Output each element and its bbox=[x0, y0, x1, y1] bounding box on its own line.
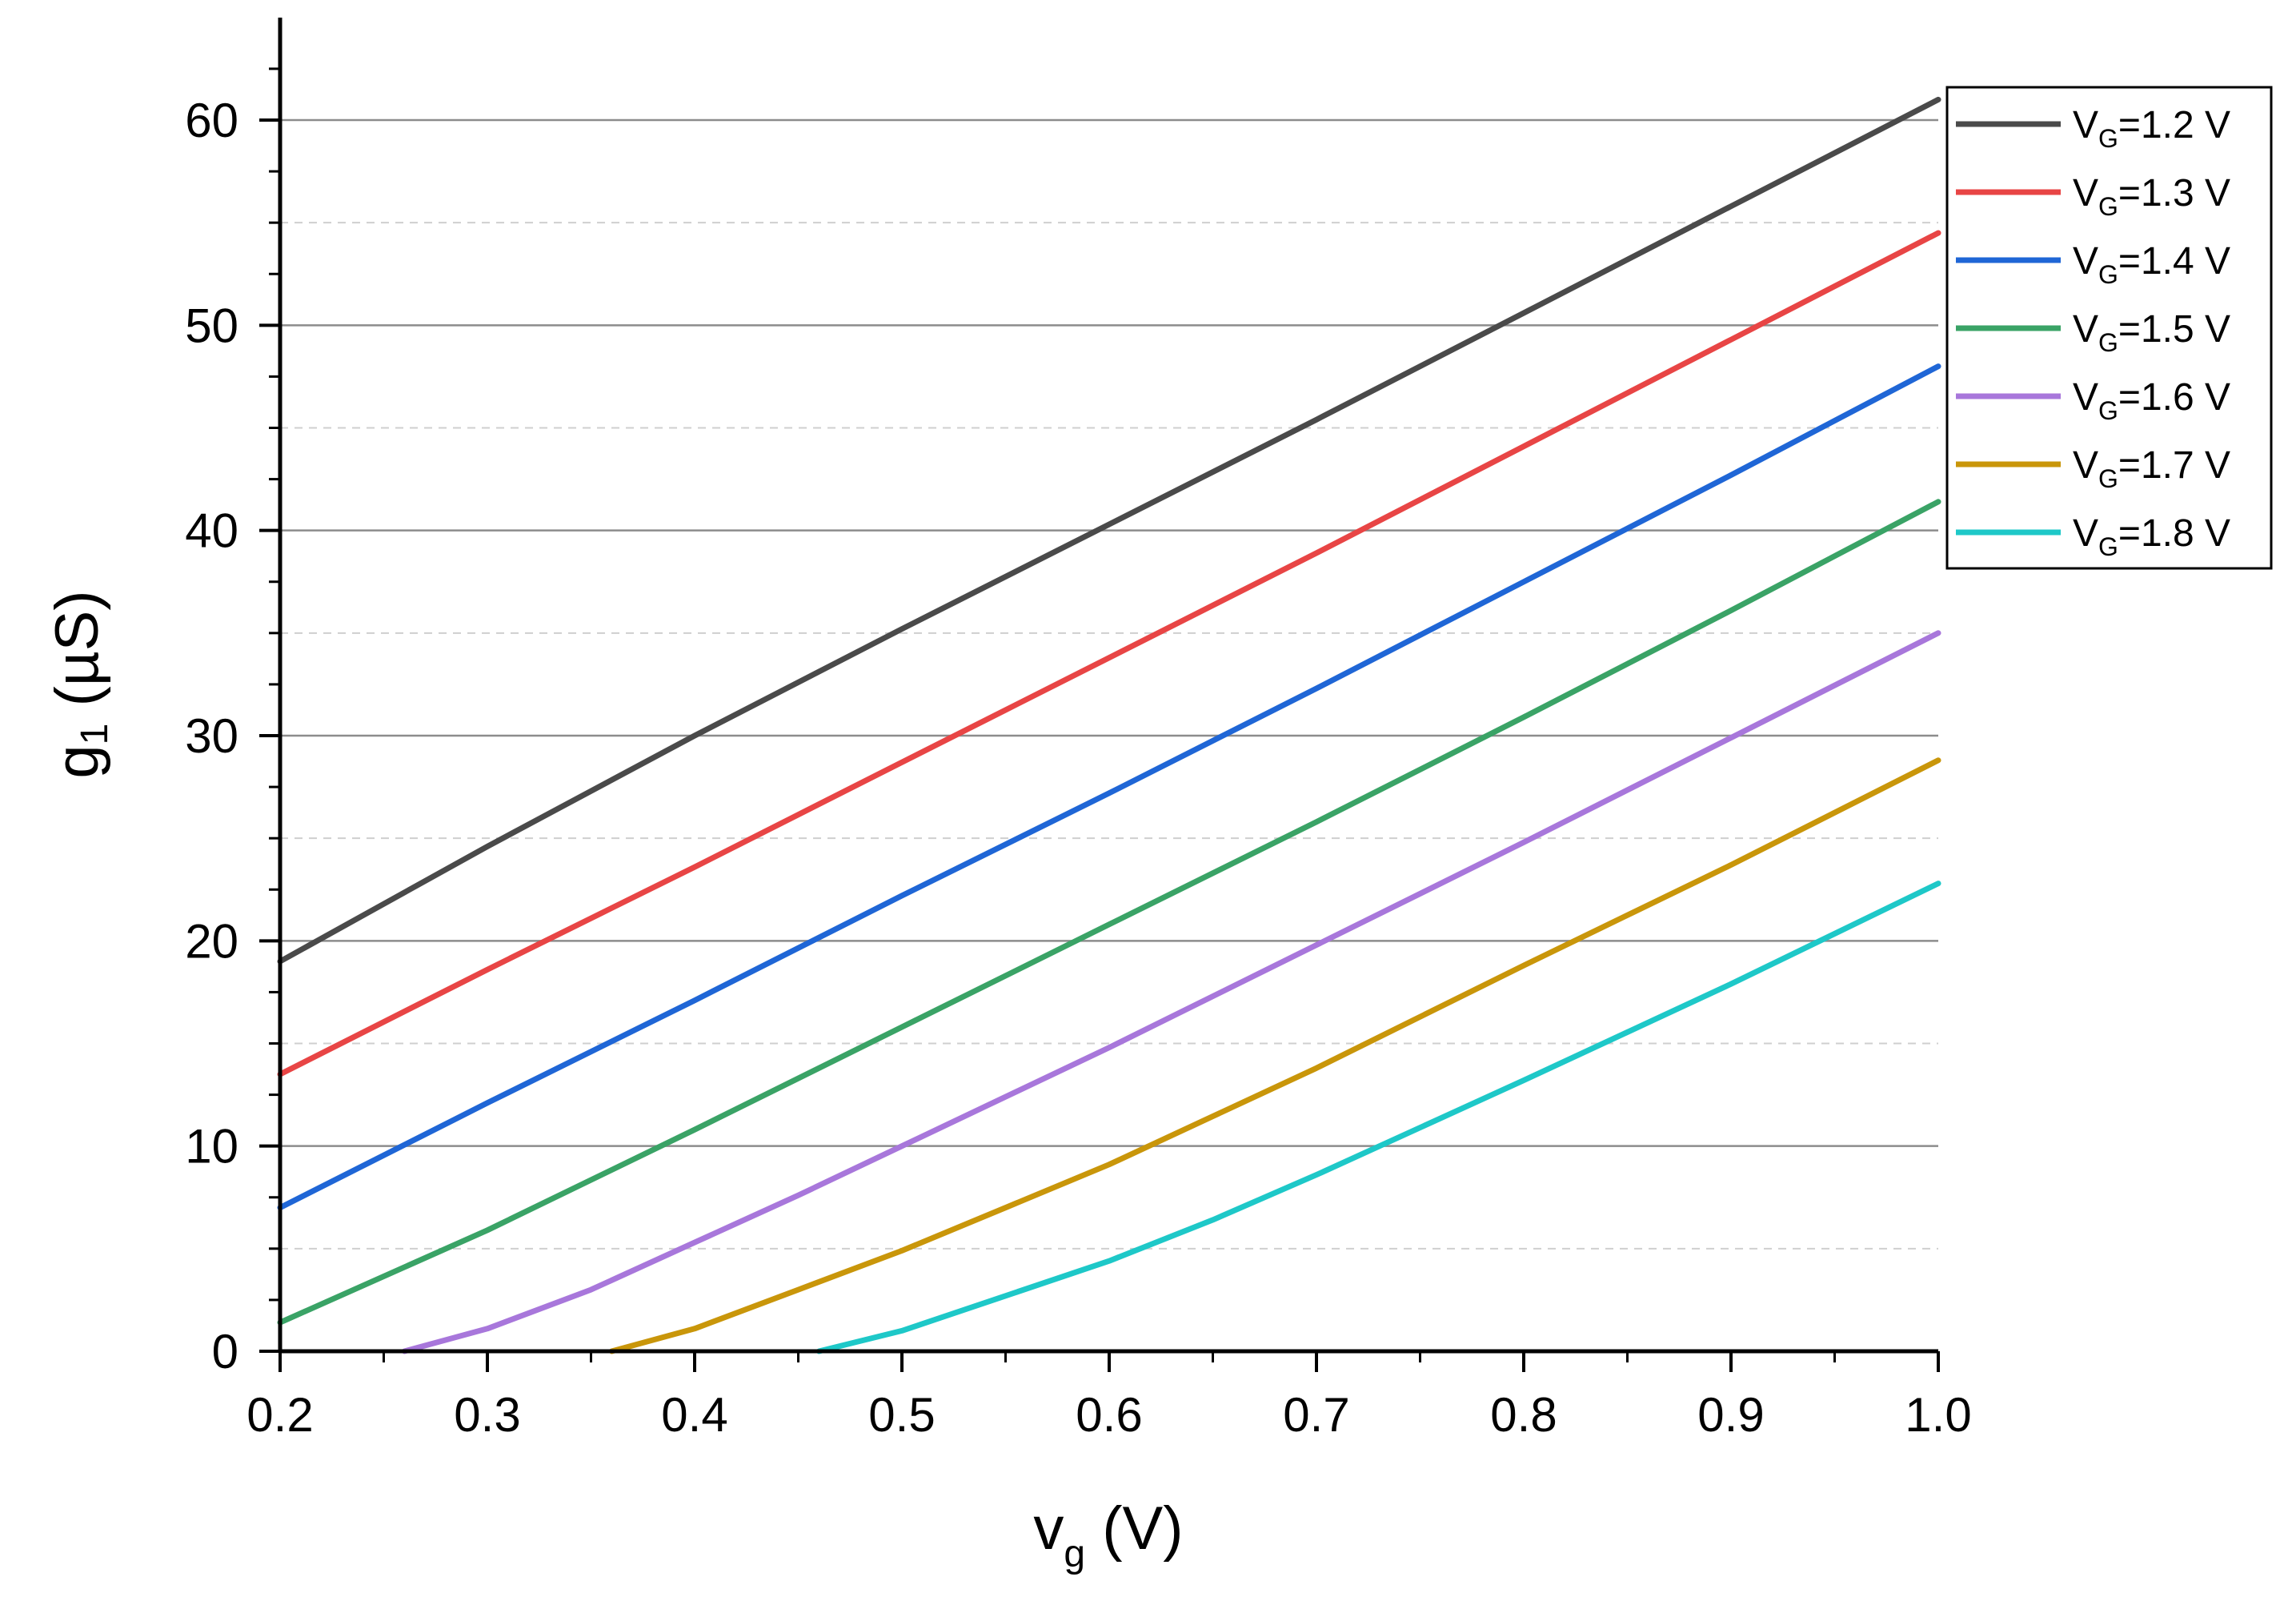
x-tick-label: 0.9 bbox=[1697, 1388, 1764, 1442]
x-tick-label: 0.4 bbox=[661, 1388, 727, 1442]
x-axis-title-sub: g bbox=[1064, 1533, 1085, 1575]
legend-label-4: VG=1.5 V bbox=[2073, 308, 2230, 357]
x-tick-label: 0.6 bbox=[1076, 1388, 1142, 1442]
y-tick-label: 10 bbox=[185, 1120, 238, 1174]
legend-label-1: VG=1.2 V bbox=[2073, 104, 2230, 153]
grid bbox=[280, 118, 1938, 1250]
y-tick-label: 60 bbox=[185, 94, 238, 147]
x-axis-title-rest: (V) bbox=[1085, 1495, 1183, 1563]
y-axis-title-rest: (µS) bbox=[43, 590, 111, 723]
x-tick-label: 1.0 bbox=[1905, 1388, 1971, 1442]
series-line-7 bbox=[815, 881, 1941, 1354]
legend-label-3: VG=1.4 V bbox=[2073, 240, 2230, 289]
legend: VG=1.2 V VG=1.3 V VG=1.4 V VG=1.5 V VG=1.6 V… bbox=[1945, 86, 2273, 570]
y-tick-label: 20 bbox=[185, 914, 238, 968]
x-axis-title: vg (V) bbox=[1033, 1495, 1183, 1575]
x-tick-label: 0.8 bbox=[1490, 1388, 1557, 1442]
legend-label-2: VG=1.3 V bbox=[2073, 172, 2230, 221]
x-axis-title-main: v bbox=[1033, 1495, 1064, 1563]
x-tick-label: 0.5 bbox=[868, 1388, 935, 1442]
series-group bbox=[277, 96, 1941, 1354]
series-line-5 bbox=[401, 630, 1941, 1354]
legend-label-7: VG=1.8 V bbox=[2073, 512, 2230, 561]
x-tick-label: 0.3 bbox=[454, 1388, 520, 1442]
series-line-3 bbox=[277, 363, 1941, 1211]
series-line-4 bbox=[277, 499, 1941, 1326]
series-line-6 bbox=[608, 757, 1941, 1354]
y-tick-label: 50 bbox=[185, 299, 238, 352]
y-tick-label: 40 bbox=[185, 504, 238, 558]
y-axis-title-sub: 1 bbox=[74, 724, 116, 745]
series-line-1 bbox=[277, 96, 1941, 965]
y-tick-label: 0 bbox=[212, 1325, 238, 1378]
x-tick-label: 0.7 bbox=[1283, 1388, 1349, 1442]
ticks: 0.2 0.3 0.4 0.5 0.6 0.7 0.8 0.9 1.0 0 10 20 30 40 50 60 bbox=[185, 67, 1972, 1442]
y-axis-title-main: g bbox=[43, 744, 111, 778]
y-tick-label: 30 bbox=[185, 709, 238, 763]
legend-label-5: VG=1.6 V bbox=[2073, 376, 2230, 425]
legend-label-6: VG=1.7 V bbox=[2073, 444, 2230, 493]
x-tick-label: 0.2 bbox=[246, 1388, 313, 1442]
series-line-2 bbox=[277, 230, 1941, 1077]
y-axis-title: g1 (µS) bbox=[43, 590, 116, 778]
